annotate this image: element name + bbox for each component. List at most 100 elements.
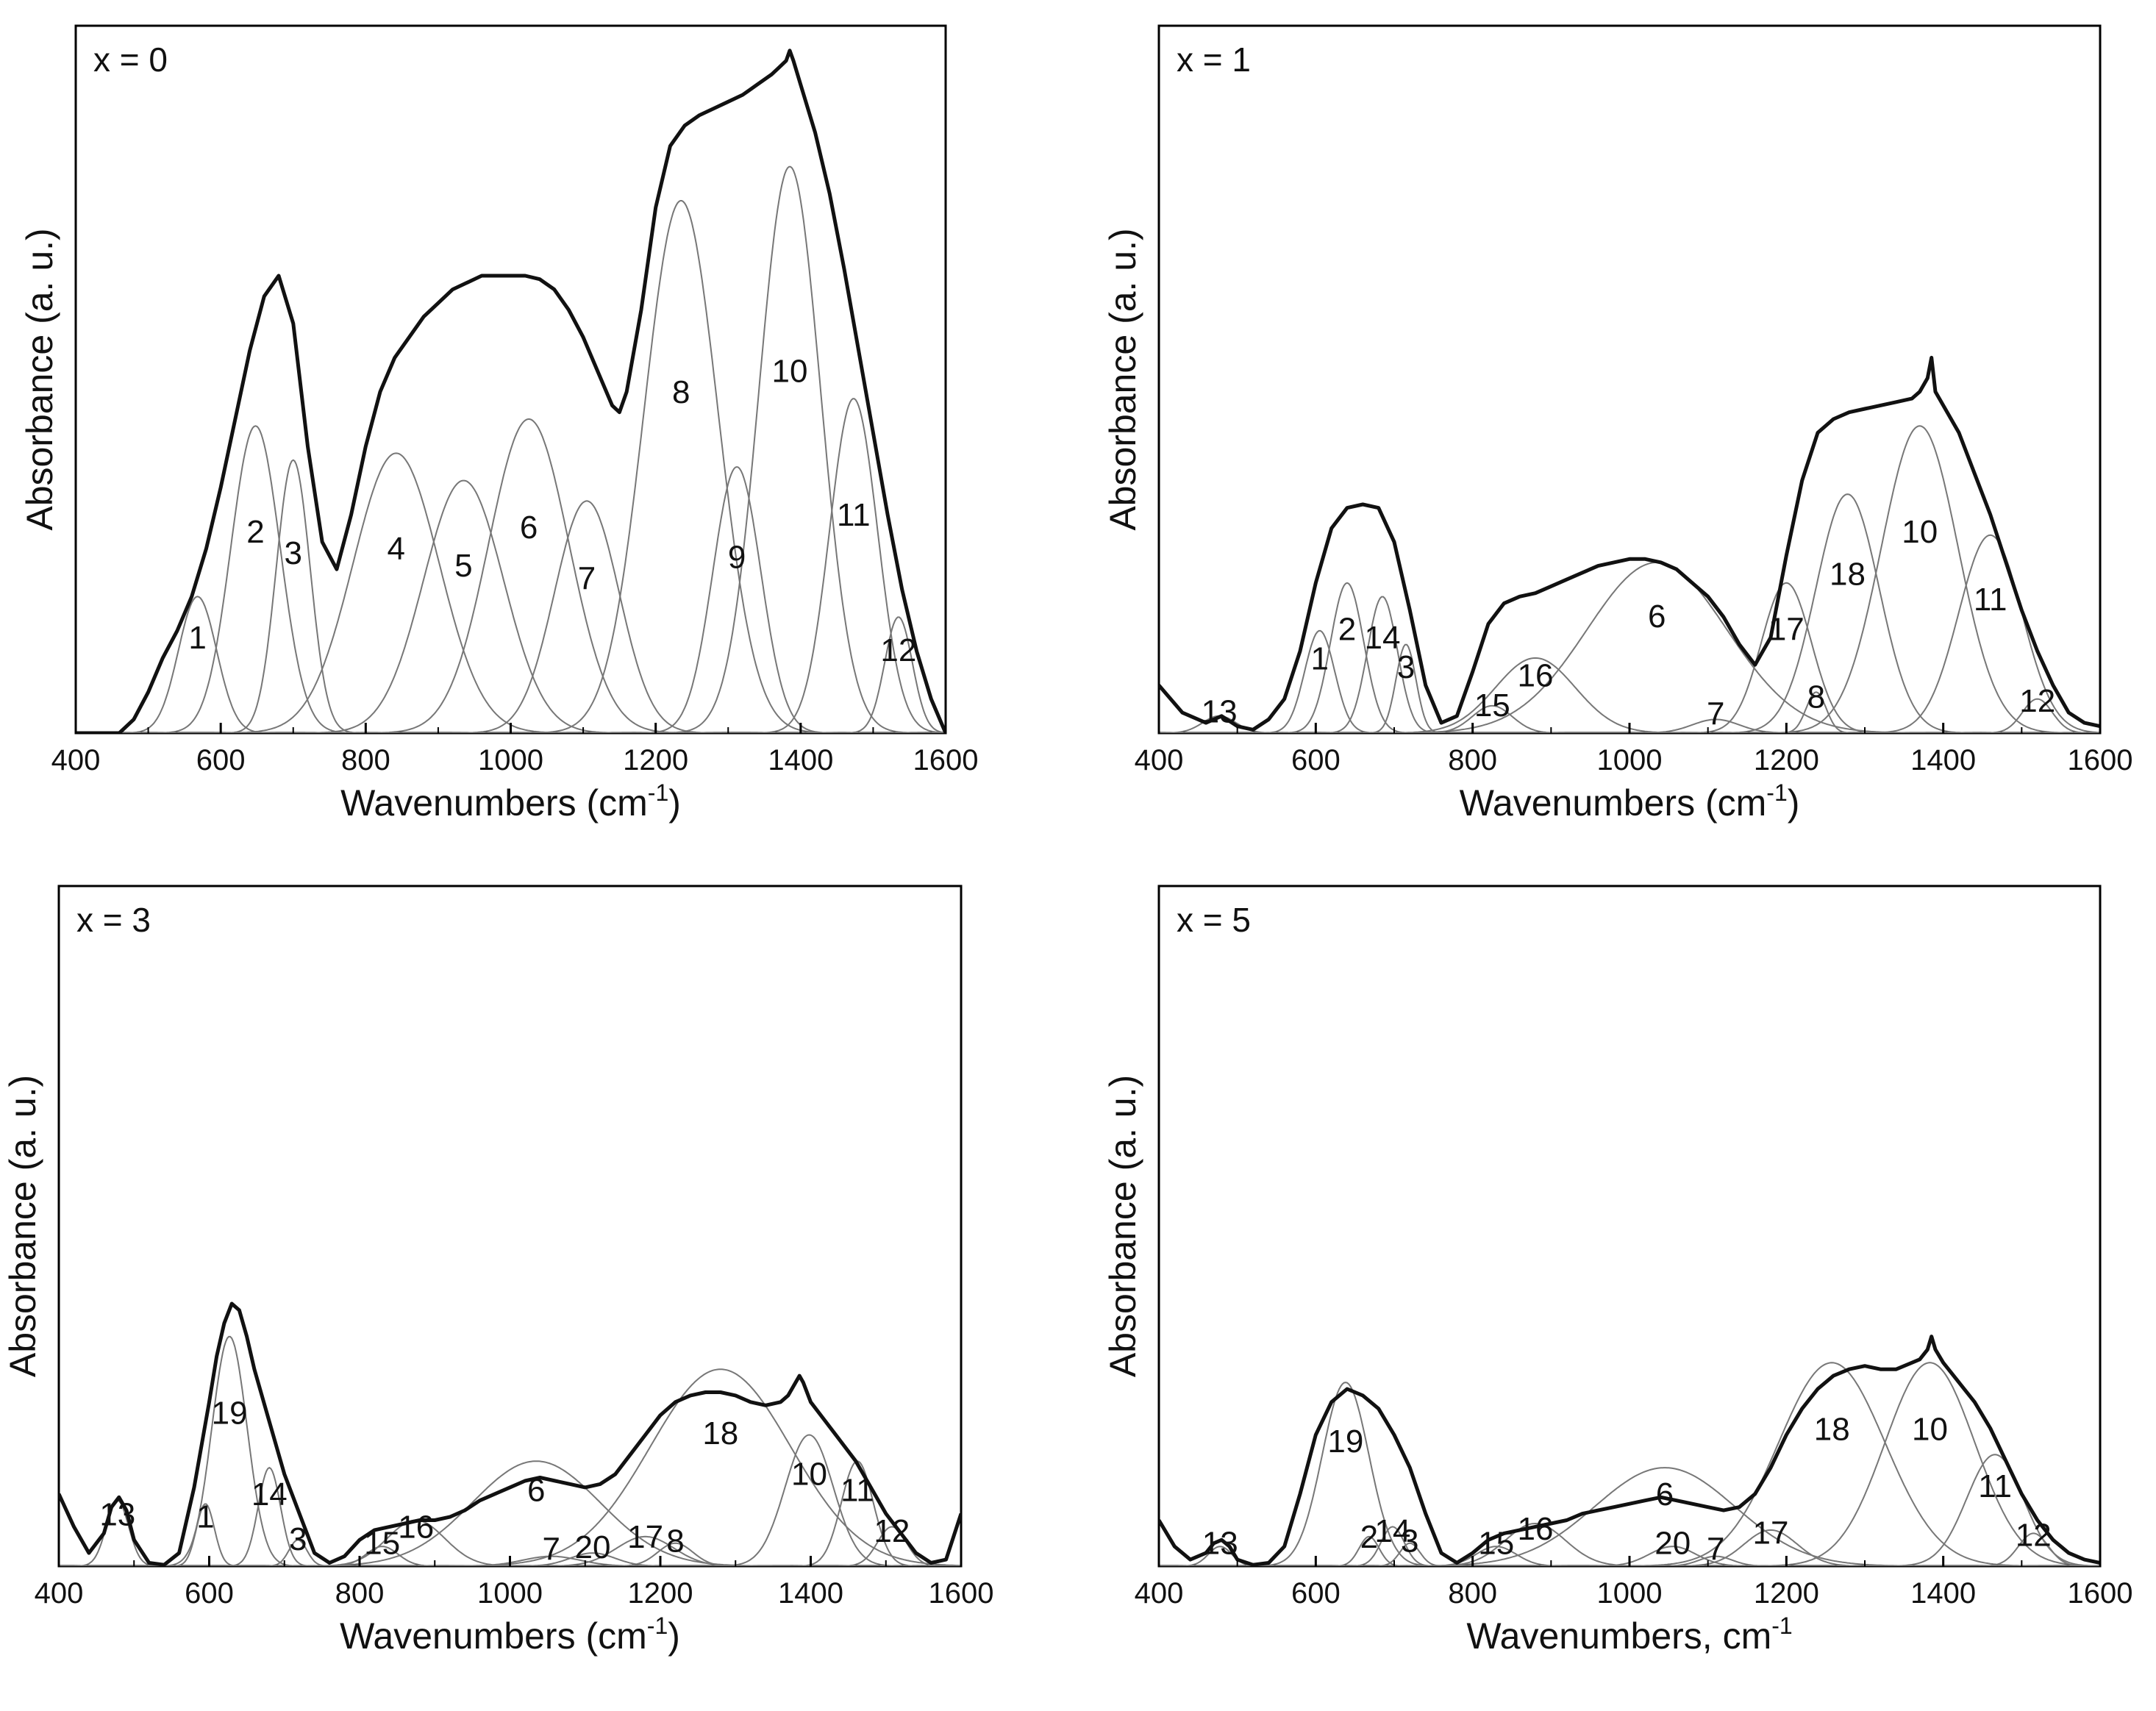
peak-label-1: 1 — [196, 1499, 214, 1535]
panel-label: x = 0 — [93, 40, 168, 79]
x-tick-label-1200: 1200 — [1754, 1577, 1819, 1610]
peak-label-7: 7 — [1707, 696, 1724, 732]
x-axis-title: Wavenumbers, cm-1 — [1466, 1612, 1792, 1657]
x-tick-label-600: 600 — [185, 1577, 234, 1610]
peak-label-9: 9 — [728, 540, 746, 576]
peak-label-11: 11 — [1974, 582, 2007, 618]
x-axis-ticks: 400 600 800 1000 1200 1400 1600 — [51, 723, 979, 776]
peak-label-6: 6 — [1648, 599, 1666, 635]
component-peak-10 — [1159, 1362, 2100, 1566]
x-tick-label-1000: 1000 — [1597, 744, 1663, 776]
peak-label-20: 20 — [1655, 1525, 1691, 1561]
peak-label-12: 12 — [874, 1513, 910, 1549]
peak-label-3: 3 — [1401, 1524, 1418, 1560]
peak-label-10: 10 — [1902, 514, 1938, 550]
peak-label-2: 2 — [1360, 1519, 1378, 1555]
x-tick-label-1600: 1600 — [2068, 744, 2133, 776]
x-axis-title: Wavenumbers (cm-1) — [340, 1612, 680, 1657]
x-tick-label-1400: 1400 — [768, 744, 833, 776]
peak-label-6: 6 — [520, 510, 538, 546]
peak-label-6: 6 — [527, 1473, 545, 1509]
peak-label-7: 7 — [578, 560, 596, 596]
peak-label-15: 15 — [1478, 1525, 1514, 1561]
component-peak-7 — [76, 500, 946, 733]
x-tick-label-1000: 1000 — [478, 744, 543, 776]
peak-label-17: 17 — [627, 1519, 663, 1555]
peak-label-15: 15 — [364, 1525, 400, 1561]
component-peak-10 — [59, 1434, 961, 1566]
x-tick-label-1600: 1600 — [929, 1577, 994, 1610]
component-peak-19 — [1159, 1382, 2100, 1566]
x-tick-label-1400: 1400 — [1910, 744, 1976, 776]
peak-label-12: 12 — [880, 632, 916, 668]
peak-label-2: 2 — [1338, 611, 1356, 647]
x-tick-label-600: 600 — [1291, 744, 1341, 776]
component-peak-11 — [76, 398, 946, 733]
peak-label-17: 17 — [1768, 611, 1805, 647]
peak-label-18: 18 — [1830, 557, 1866, 593]
panel-label: x = 5 — [1177, 901, 1251, 939]
peak-label-11: 11 — [1978, 1468, 2012, 1504]
peak-label-20: 20 — [575, 1529, 611, 1565]
peak-label-16: 16 — [1518, 1511, 1554, 1547]
x-tick-label-400: 400 — [1135, 744, 1184, 776]
x-tick-label-1400: 1400 — [778, 1577, 843, 1610]
envelope-curve — [1159, 355, 2100, 732]
x-axis-ticks: 400 600 800 1000 1200 1400 1600 — [1135, 1556, 2133, 1610]
x-tick-label-1200: 1200 — [628, 1577, 693, 1610]
y-axis-title: Absorbance (a. u.) — [2, 1075, 43, 1377]
peak-label-19: 19 — [1327, 1424, 1363, 1460]
x-tick-label-1000: 1000 — [1597, 1577, 1663, 1610]
peak-label-8: 8 — [666, 1524, 684, 1560]
component-peak-1 — [59, 1503, 961, 1566]
x-tick-label-600: 600 — [196, 744, 246, 776]
x-axis-title: Wavenumbers (cm-1) — [1460, 779, 1800, 824]
component-peak-11 — [1159, 534, 2100, 733]
component-peak-5 — [76, 479, 946, 733]
peak-label-16: 16 — [398, 1509, 434, 1545]
peak-label-19: 19 — [212, 1395, 248, 1431]
peak-label-3: 3 — [285, 535, 302, 571]
x-tick-label-800: 800 — [1448, 1577, 1497, 1610]
peak-label-14: 14 — [1374, 1513, 1410, 1549]
y-axis-title: Absorbance (a. u.) — [1102, 1075, 1143, 1377]
envelope-curve — [76, 49, 946, 733]
y-axis-title: Absorbance (a. u.) — [19, 228, 60, 530]
x-tick-label-400: 400 — [1135, 1577, 1184, 1610]
peak-label-12: 12 — [2019, 683, 2055, 719]
y-axis-title: Absorbance (a. u.) — [1102, 228, 1143, 530]
x-tick-label-1200: 1200 — [623, 744, 688, 776]
x-tick-label-800: 800 — [1448, 744, 1497, 776]
peak-label-13: 13 — [99, 1497, 135, 1533]
x-tick-label-1600: 1600 — [2068, 1577, 2133, 1610]
peak-label-13: 13 — [1202, 694, 1238, 730]
x-tick-label-400: 400 — [35, 1577, 84, 1610]
peak-label-4: 4 — [387, 531, 404, 567]
peak-label-7: 7 — [1707, 1532, 1724, 1568]
peak-label-3: 3 — [289, 1521, 307, 1557]
component-peak-1 — [76, 596, 946, 733]
component-peak-10 — [76, 165, 946, 733]
x-tick-label-800: 800 — [341, 744, 390, 776]
peak-label-6: 6 — [1656, 1476, 1674, 1512]
peak-label-8: 8 — [1807, 679, 1825, 715]
component-peak-10 — [1159, 425, 2100, 733]
component-peak-11 — [1159, 1454, 2100, 1566]
x-tick-label-400: 400 — [51, 744, 101, 776]
envelope-curve — [1159, 1335, 2100, 1566]
x-tick-label-1400: 1400 — [1910, 1577, 1976, 1610]
component-peak-19 — [59, 1335, 961, 1566]
peak-label-2: 2 — [246, 514, 264, 550]
peak-label-10: 10 — [772, 353, 808, 389]
x-tick-label-1000: 1000 — [477, 1577, 543, 1610]
component-peak-6 — [76, 418, 946, 733]
peak-label-7: 7 — [542, 1532, 560, 1568]
x-tick-label-1600: 1600 — [913, 744, 979, 776]
